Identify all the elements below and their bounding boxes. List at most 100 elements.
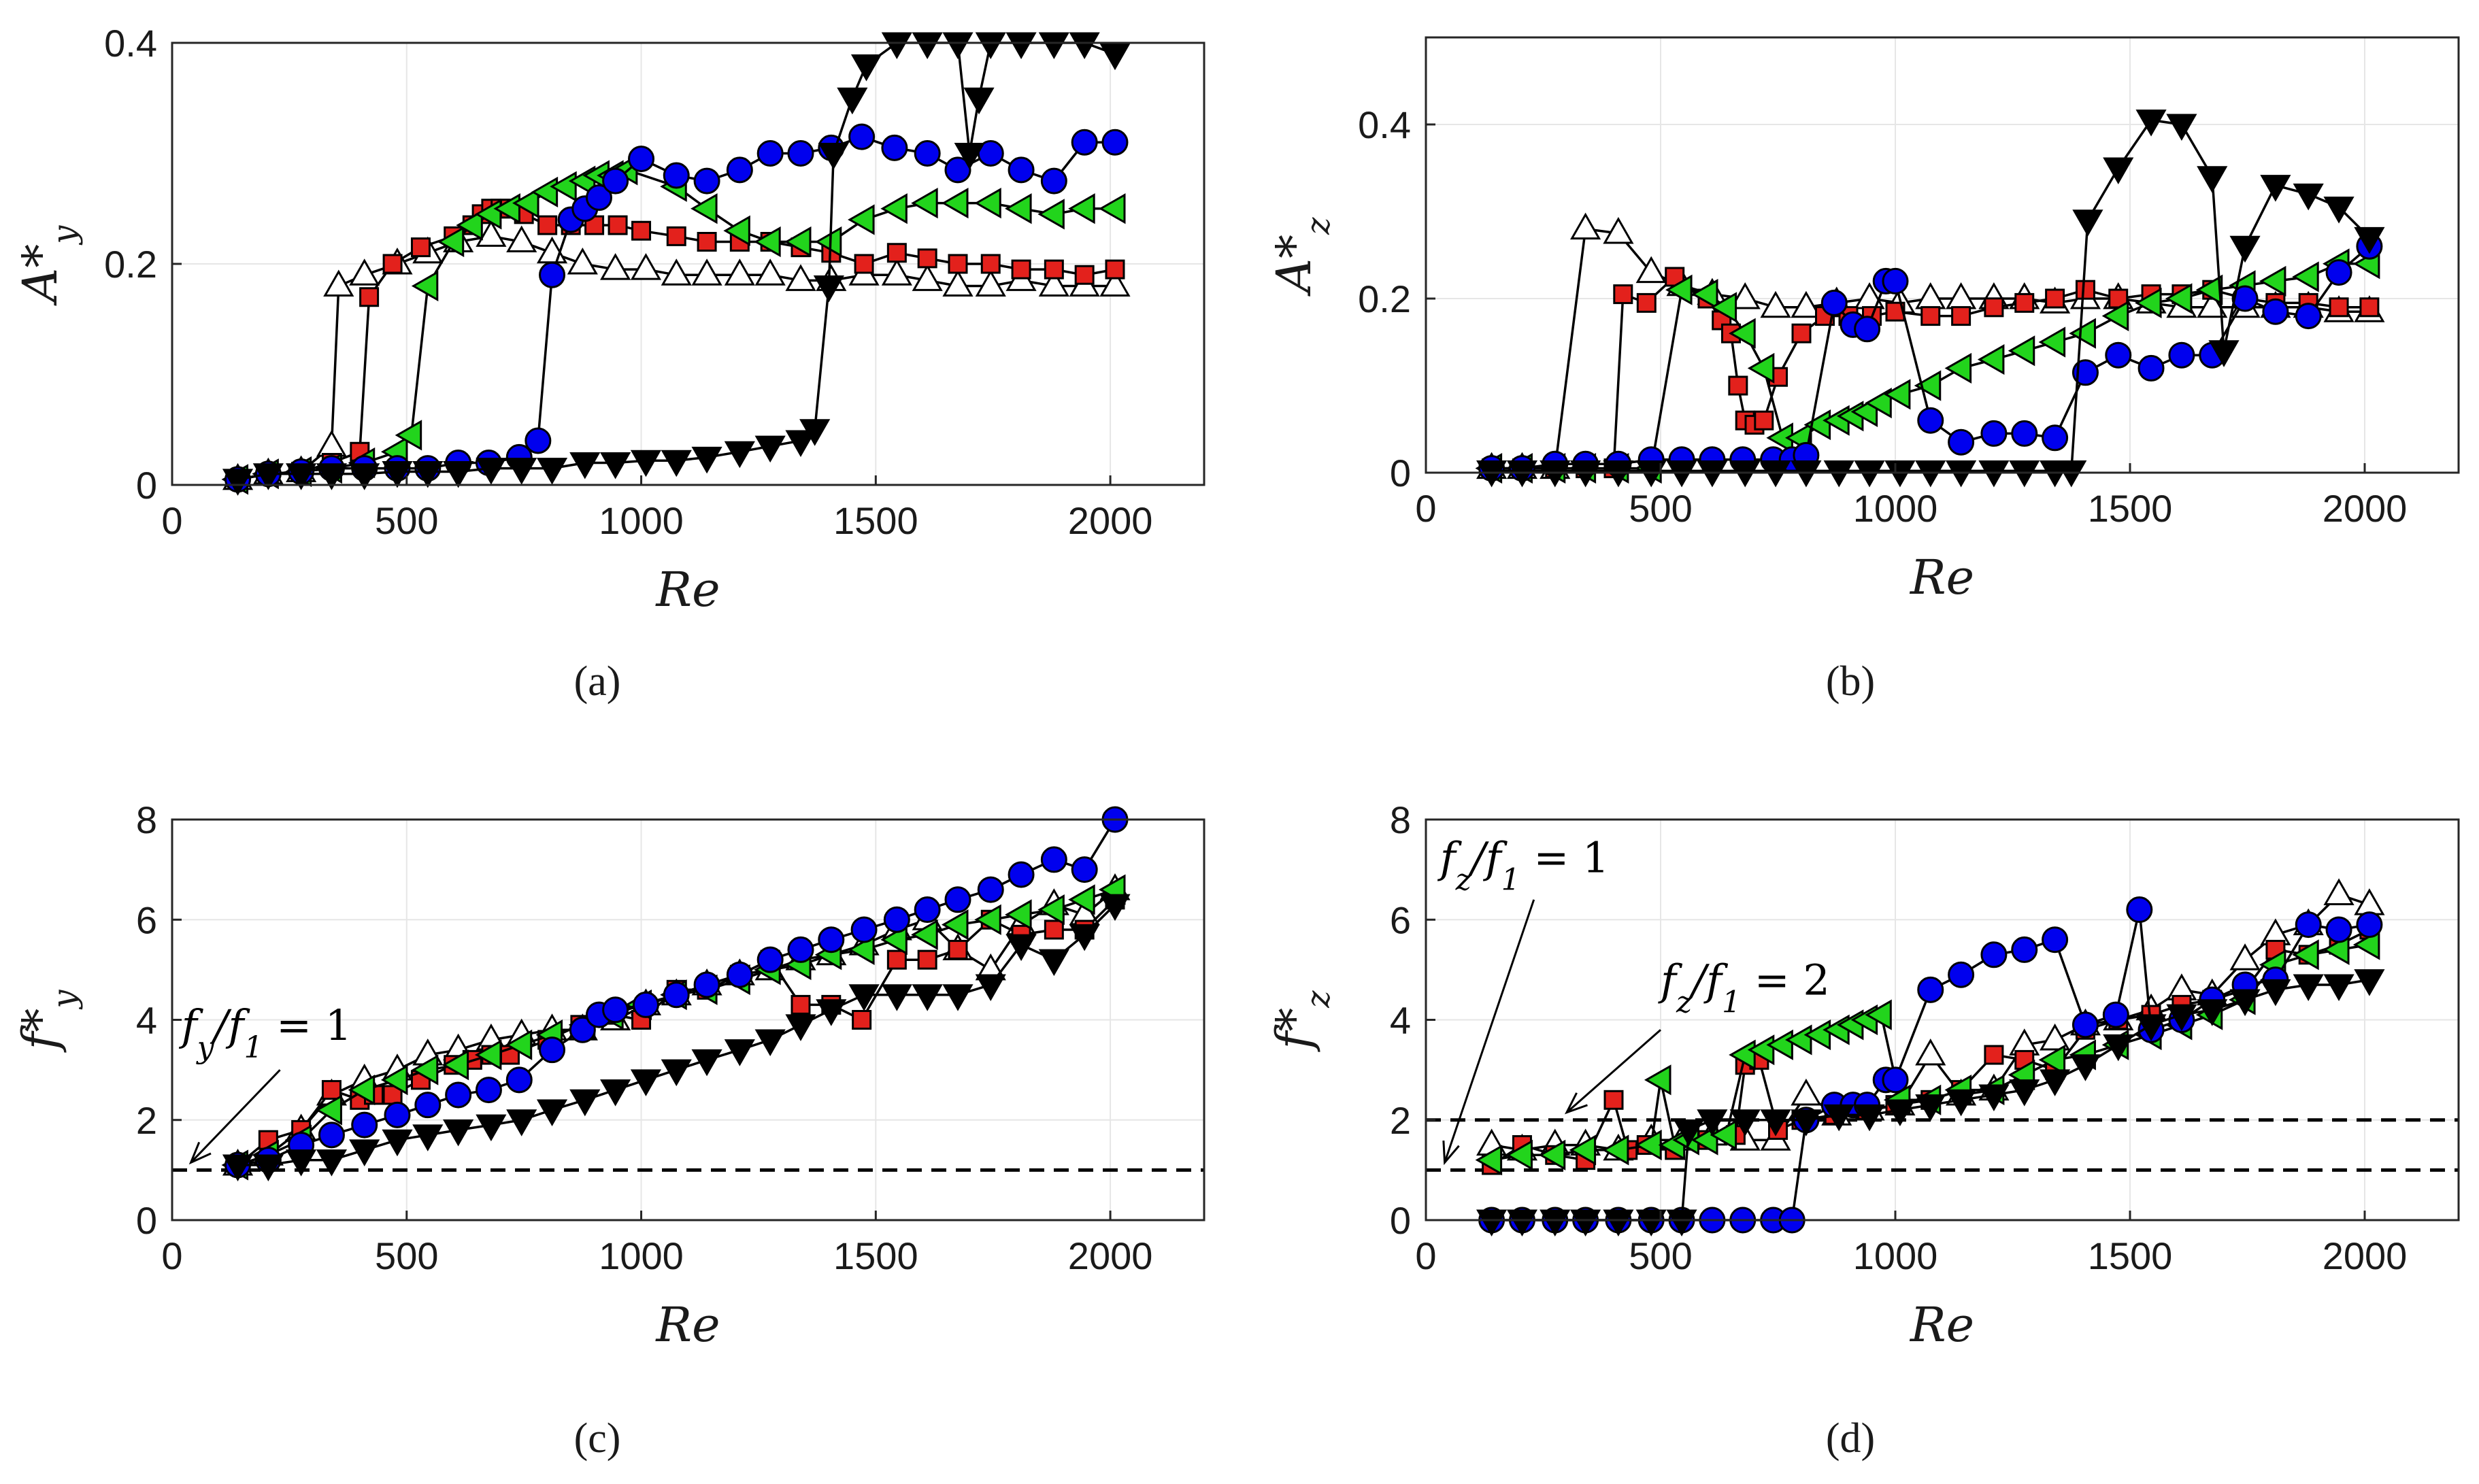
data-point [2323,878,2355,905]
data-point [525,427,552,454]
data-point [724,258,755,286]
data-point [1882,1066,1909,1094]
data-point [1636,292,1657,313]
data-point [1666,1209,1697,1237]
data-point [2292,261,2319,292]
data-point [505,1029,533,1060]
y-tick-label: 0.2 [104,243,157,286]
data-point [1946,282,1977,309]
y-tick-label: 0.2 [1358,277,1411,320]
data-point [630,253,662,280]
data-point [693,971,720,998]
data-point [2137,354,2165,382]
data-point [351,1111,378,1139]
annotation: fy/f1 = 1 [179,1000,352,1165]
y-tick-label: 6 [1390,898,1411,941]
data-point [476,220,507,247]
data-point [569,1016,596,1043]
data-point [476,458,507,485]
data-point [382,1129,413,1157]
data-point [2229,943,2261,971]
data-point [1944,352,1972,384]
x-axis-label: Re [1909,550,1974,605]
panel-caption: (a) [574,658,621,705]
x-tick-label: 1500 [833,499,918,542]
data-point [2166,1004,2197,1032]
data-point [537,215,558,235]
data-point [2260,979,2291,1007]
data-point [1977,344,2005,375]
x-tick-label: 500 [1629,1234,1692,1277]
data-point [1071,129,1098,156]
plot-frame [1425,36,2460,474]
data-point [323,269,354,297]
series-black-down-triangles [222,894,1131,1182]
panel-d: 0 500 1000 1500 2000 0 2 4 6 8 Re f*z fz/f1 = 1 fz/f1… [1266,798,2460,1462]
data-point [2075,280,2095,300]
data-point [474,199,502,230]
data-point [1099,894,1131,922]
data-point [1005,32,1037,60]
data-point [1820,289,1848,316]
data-point [2323,934,2350,966]
data-point [1980,941,2008,968]
data-point [1538,1139,1566,1170]
data-point [852,1010,872,1030]
data-point [1105,259,1125,280]
data-point [1074,265,1095,285]
y-tick-label: 2 [1390,1099,1411,1142]
data-point [1044,920,1064,940]
data-point [723,215,750,246]
data-point [813,275,844,303]
data-point [2352,929,2380,960]
data-point [883,906,910,933]
y-tick-label: 0 [136,1199,157,1242]
data-point [2008,335,2035,367]
series-line [237,169,1115,481]
data-point [569,1089,601,1117]
data-point [2103,1034,2134,1062]
data-point [2135,1014,2167,1041]
y-axis-label: A*z [1266,217,1337,297]
data-point [881,134,908,161]
data-point [456,209,483,241]
series-black-down-triangles [222,32,1131,496]
data-point [445,1081,472,1109]
y-axis-label: f*z [1266,990,1337,1053]
data-point [316,430,348,457]
data-point [1791,290,1822,318]
annotation: fz/f1 = 1 [1437,832,1609,1166]
data-point [1791,1109,1822,1136]
x-tick-label: 0 [1415,487,1436,530]
data-point [2356,911,2383,939]
data-point [963,87,995,115]
data-point [1665,274,1693,305]
data-point [506,1109,537,1136]
data-point [2231,285,2259,312]
data-point [754,1029,786,1056]
data-point [785,1014,816,1041]
data-point [1005,193,1032,224]
y-tick-label: 8 [1390,798,1411,841]
data-point [1635,1209,1667,1237]
data-point [756,140,784,167]
x-tick-label: 1000 [1853,487,1938,530]
data-point [1037,199,1065,230]
data-point [2126,896,2153,924]
data-point [1710,1119,1737,1151]
data-point [886,243,907,263]
data-point [1691,279,1718,310]
x-tick-label: 1500 [2088,1234,2173,1277]
x-tick-label: 1500 [833,1234,918,1277]
data-point [2323,197,2355,224]
data-point [1948,428,1975,456]
data-point [1948,961,1975,988]
data-point [1729,1039,1756,1070]
data-point [1506,1209,1538,1237]
data-point [2293,974,2324,1001]
data-point [1747,352,1775,384]
panel-b: 0 500 1000 1500 2000 0 0.2 0.4 Re A*z (b) [1266,36,2460,705]
data-point [318,1122,345,1149]
data-point [359,287,380,307]
data-point [1673,1119,1704,1147]
